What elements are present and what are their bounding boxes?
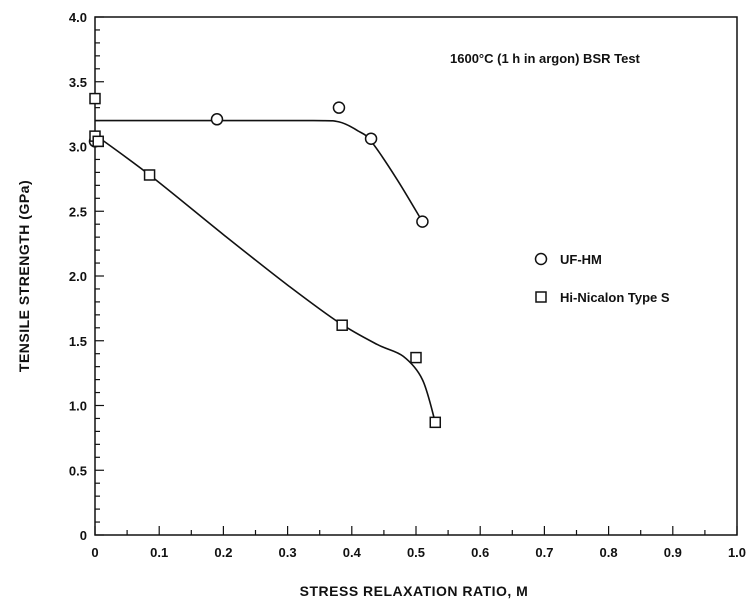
x-tick-label: 0.1: [150, 545, 168, 560]
y-tick-label: 3.5: [69, 75, 87, 90]
tick-labels: 0 0.1 0.2 0.3 0.4 0.5 0.6 0.7 0.8 0.9 1.0 0 0.5 1.0 1.…: [69, 10, 746, 560]
legend-label-hi-nicalon: Hi-Nicalon Type S: [560, 290, 670, 305]
data-point-hi-nicalon: [429, 416, 442, 429]
x-tick-label: 0.4: [343, 545, 362, 560]
curves: [94, 119, 437, 423]
data-point-hi-nicalon: [143, 169, 156, 181]
data-point-uf-hm: [332, 101, 346, 114]
y-tick-label: 0: [80, 528, 87, 543]
x-tick-label: 0.9: [664, 545, 682, 560]
data-point-hi-nicalon: [92, 135, 104, 148]
x-tick-label: 0.2: [214, 545, 232, 560]
x-tick-label: 0.8: [600, 545, 618, 560]
ticks: [94, 16, 738, 536]
legend: UF-HM Hi-Nicalon Type S: [534, 252, 670, 305]
y-tick-label: 3.0: [69, 140, 87, 155]
legend-marker-uf-hm: [534, 252, 548, 266]
y-tick-label: 4.0: [69, 10, 87, 25]
y-tick-label: 2.0: [69, 269, 87, 284]
x-tick-label: 0.7: [535, 545, 553, 560]
x-tick-label: 0.5: [407, 545, 425, 560]
data-point-hi-nicalon: [89, 92, 101, 105]
data-point-hi-nicalon: [410, 351, 422, 364]
x-tick-label: 0: [91, 545, 98, 560]
data-point-uf-hm: [416, 215, 429, 228]
x-axis-title: STRESS RELAXATION RATIO, M: [300, 583, 529, 599]
x-tick-label: 1.0: [728, 545, 746, 560]
y-axis-title: TENSILE STRENGTH (GPa): [16, 180, 32, 372]
fit-curve-hi-nicalon: [94, 134, 437, 423]
y-tick-label: 0.5: [69, 463, 87, 478]
legend-label-uf-hm: UF-HM: [560, 252, 602, 267]
y-tick-label: 1.0: [69, 399, 87, 414]
data-point-uf-hm: [364, 132, 378, 145]
legend-marker-hi-nicalon: [535, 291, 547, 303]
plot-frame: [94, 16, 738, 536]
y-tick-label: 2.5: [69, 204, 87, 219]
x-tick-label: 0.6: [471, 545, 489, 560]
data-point-hi-nicalon: [336, 319, 348, 331]
markers: [88, 92, 442, 429]
y-tick-label: 1.5: [69, 334, 87, 349]
data-point-uf-hm: [210, 113, 224, 126]
chart-annotation: 1600°C (1 h in argon) BSR Test: [450, 51, 641, 66]
x-tick-label: 0.3: [279, 545, 297, 560]
